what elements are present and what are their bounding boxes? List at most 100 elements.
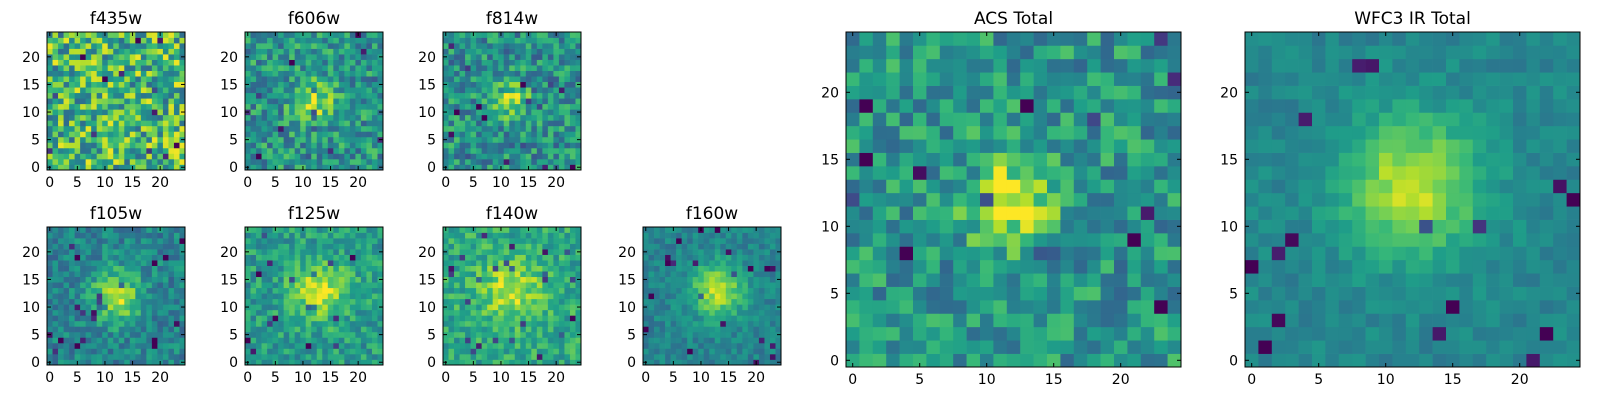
heatmap-cell: [498, 131, 505, 138]
heatmap-cell: [289, 48, 296, 55]
heatmap-cell: [520, 309, 527, 316]
heatmap-cell: [52, 142, 59, 149]
heatmap-cell: [698, 348, 705, 355]
y-tick-label: 15: [22, 77, 40, 93]
heatmap-cell: [665, 298, 671, 305]
heatmap-cell: [769, 342, 776, 349]
heatmap-cell: [107, 282, 114, 289]
heatmap-cell: [173, 342, 180, 349]
heatmap-cell: [179, 87, 186, 94]
heatmap-cell: [542, 153, 549, 160]
heatmap-cell: [294, 298, 301, 305]
heatmap-cell: [703, 232, 710, 239]
heatmap-cell: [355, 103, 362, 110]
heatmap-cell: [344, 326, 351, 333]
heatmap-cell: [322, 320, 329, 327]
heatmap-cell: [764, 298, 771, 305]
heatmap-cell: [670, 309, 677, 316]
heatmap-cell: [487, 158, 494, 165]
heatmap-cell: [102, 282, 109, 289]
heatmap-cell: [448, 114, 455, 121]
heatmap-cell: [481, 87, 488, 94]
heatmap-cell: [272, 276, 279, 283]
heatmap-cell: [69, 337, 75, 344]
heatmap-cell: [129, 81, 136, 88]
heatmap-cell: [886, 326, 900, 341]
heatmap-cell: [547, 254, 554, 261]
heatmap-cell: [514, 131, 521, 138]
heatmap-cell: [283, 92, 290, 99]
heatmap-cell: [305, 293, 312, 300]
heatmap-cell: [366, 109, 373, 116]
heatmap-cell: [124, 243, 131, 250]
heatmap-cell: [58, 54, 64, 60]
heatmap-cell: [261, 293, 268, 300]
heatmap-cell: [333, 76, 340, 83]
heatmap-cell: [709, 342, 716, 349]
heatmap-cell: [487, 238, 494, 244]
heatmap-cell: [360, 276, 367, 283]
heatmap-cell: [758, 227, 765, 233]
heatmap-cell: [102, 70, 109, 77]
heatmap-cell: [151, 293, 158, 300]
heatmap-cell: [509, 92, 516, 99]
heatmap-cell: [272, 320, 279, 327]
heatmap-cell: [63, 120, 70, 127]
heatmap-cell: [366, 65, 373, 71]
heatmap-cell: [569, 76, 576, 83]
heatmap-cell: [168, 282, 175, 289]
heatmap-cell: [349, 147, 356, 154]
heatmap-cell: [102, 54, 109, 60]
heatmap-cell: [118, 103, 125, 110]
heatmap-cell: [448, 81, 455, 88]
heatmap-cell: [775, 342, 782, 349]
heatmap-cell: [454, 153, 460, 160]
heatmap-cell: [509, 304, 516, 311]
heatmap-cell: [443, 238, 449, 244]
heatmap-cell: [146, 81, 153, 88]
heatmap-cell: [69, 304, 75, 311]
heatmap-cell: [289, 342, 296, 349]
heatmap-cell: [129, 120, 136, 127]
heatmap-cell: [69, 32, 75, 38]
heatmap-cell: [69, 98, 75, 105]
heatmap-cell: [553, 103, 560, 110]
heatmap-cell: [69, 232, 75, 239]
heatmap-cell: [256, 153, 262, 160]
heatmap-cell: [709, 276, 716, 283]
heatmap-cell: [564, 43, 571, 49]
heatmap-cell: [338, 37, 345, 44]
heatmap-cell: [338, 136, 345, 143]
heatmap-cell: [731, 353, 738, 360]
heatmap-cell: [118, 153, 125, 160]
heatmap-cell: [714, 227, 721, 233]
heatmap-cell: [168, 232, 175, 239]
heatmap-cell: [525, 103, 532, 110]
heatmap-cell: [118, 238, 125, 244]
heatmap-cell: [85, 265, 92, 272]
heatmap-cell: [146, 243, 153, 250]
heatmap-cell: [52, 109, 59, 116]
heatmap-cell: [74, 265, 81, 272]
heatmap-cell: [377, 227, 384, 233]
heatmap-cell: [487, 260, 494, 266]
heatmap-cell: [846, 313, 860, 328]
x-tick-label: 15: [124, 370, 142, 386]
heatmap-cell: [135, 142, 142, 149]
heatmap-cell: [261, 59, 268, 66]
heatmap-cell: [481, 309, 488, 316]
heatmap-cell: [377, 76, 384, 83]
heatmap-cell: [124, 260, 131, 266]
heatmap-cell: [338, 304, 345, 311]
heatmap-cell: [454, 125, 460, 132]
heatmap-cell: [492, 282, 499, 289]
x-tick-label: 5: [271, 370, 280, 386]
heatmap-cell: [355, 309, 362, 316]
heatmap-cell: [107, 260, 114, 266]
heatmap-cell: [558, 142, 565, 149]
heatmap-cell: [135, 32, 142, 38]
heatmap-cell: [173, 43, 180, 49]
heatmap-cell: [525, 315, 532, 322]
heatmap-cell: [146, 59, 153, 66]
heatmap-cell: [256, 158, 262, 165]
